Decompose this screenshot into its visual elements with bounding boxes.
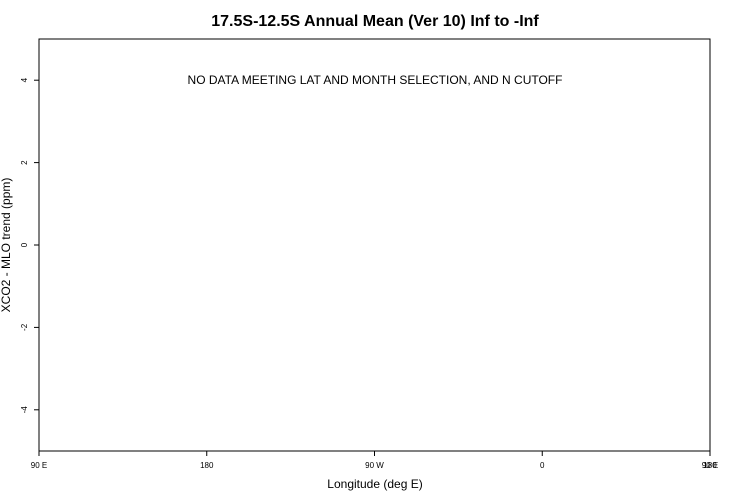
y-axis: -4 -2 0 2 4 — [20, 77, 39, 413]
y-tick-label: 4 — [20, 77, 29, 82]
no-data-annotation: NO DATA MEETING LAT AND MONTH SELECTION,… — [188, 73, 563, 87]
y-tick-label: -2 — [20, 323, 29, 331]
y-tick-label: 2 — [20, 160, 29, 165]
x-tick-label: 90 W — [365, 461, 384, 470]
x-axis-label: Longitude (deg E) — [327, 477, 422, 491]
y-axis-label: XCO2 - MLO trend (ppm) — [0, 178, 13, 313]
x-tick-label: 180 — [200, 461, 214, 470]
x-tick-label: 0 — [540, 461, 545, 470]
y-tick-label: 0 — [20, 242, 29, 247]
x-tick-label: 180 — [703, 461, 717, 470]
x-tick-label: 90 E — [31, 461, 47, 470]
x-tick-label: 90 E — [702, 461, 718, 470]
plot-frame — [38, 38, 711, 452]
y-tick-label: -4 — [20, 406, 29, 414]
chart-title: 17.5S-12.5S Annual Mean (Ver 10) Inf to … — [211, 13, 539, 30]
